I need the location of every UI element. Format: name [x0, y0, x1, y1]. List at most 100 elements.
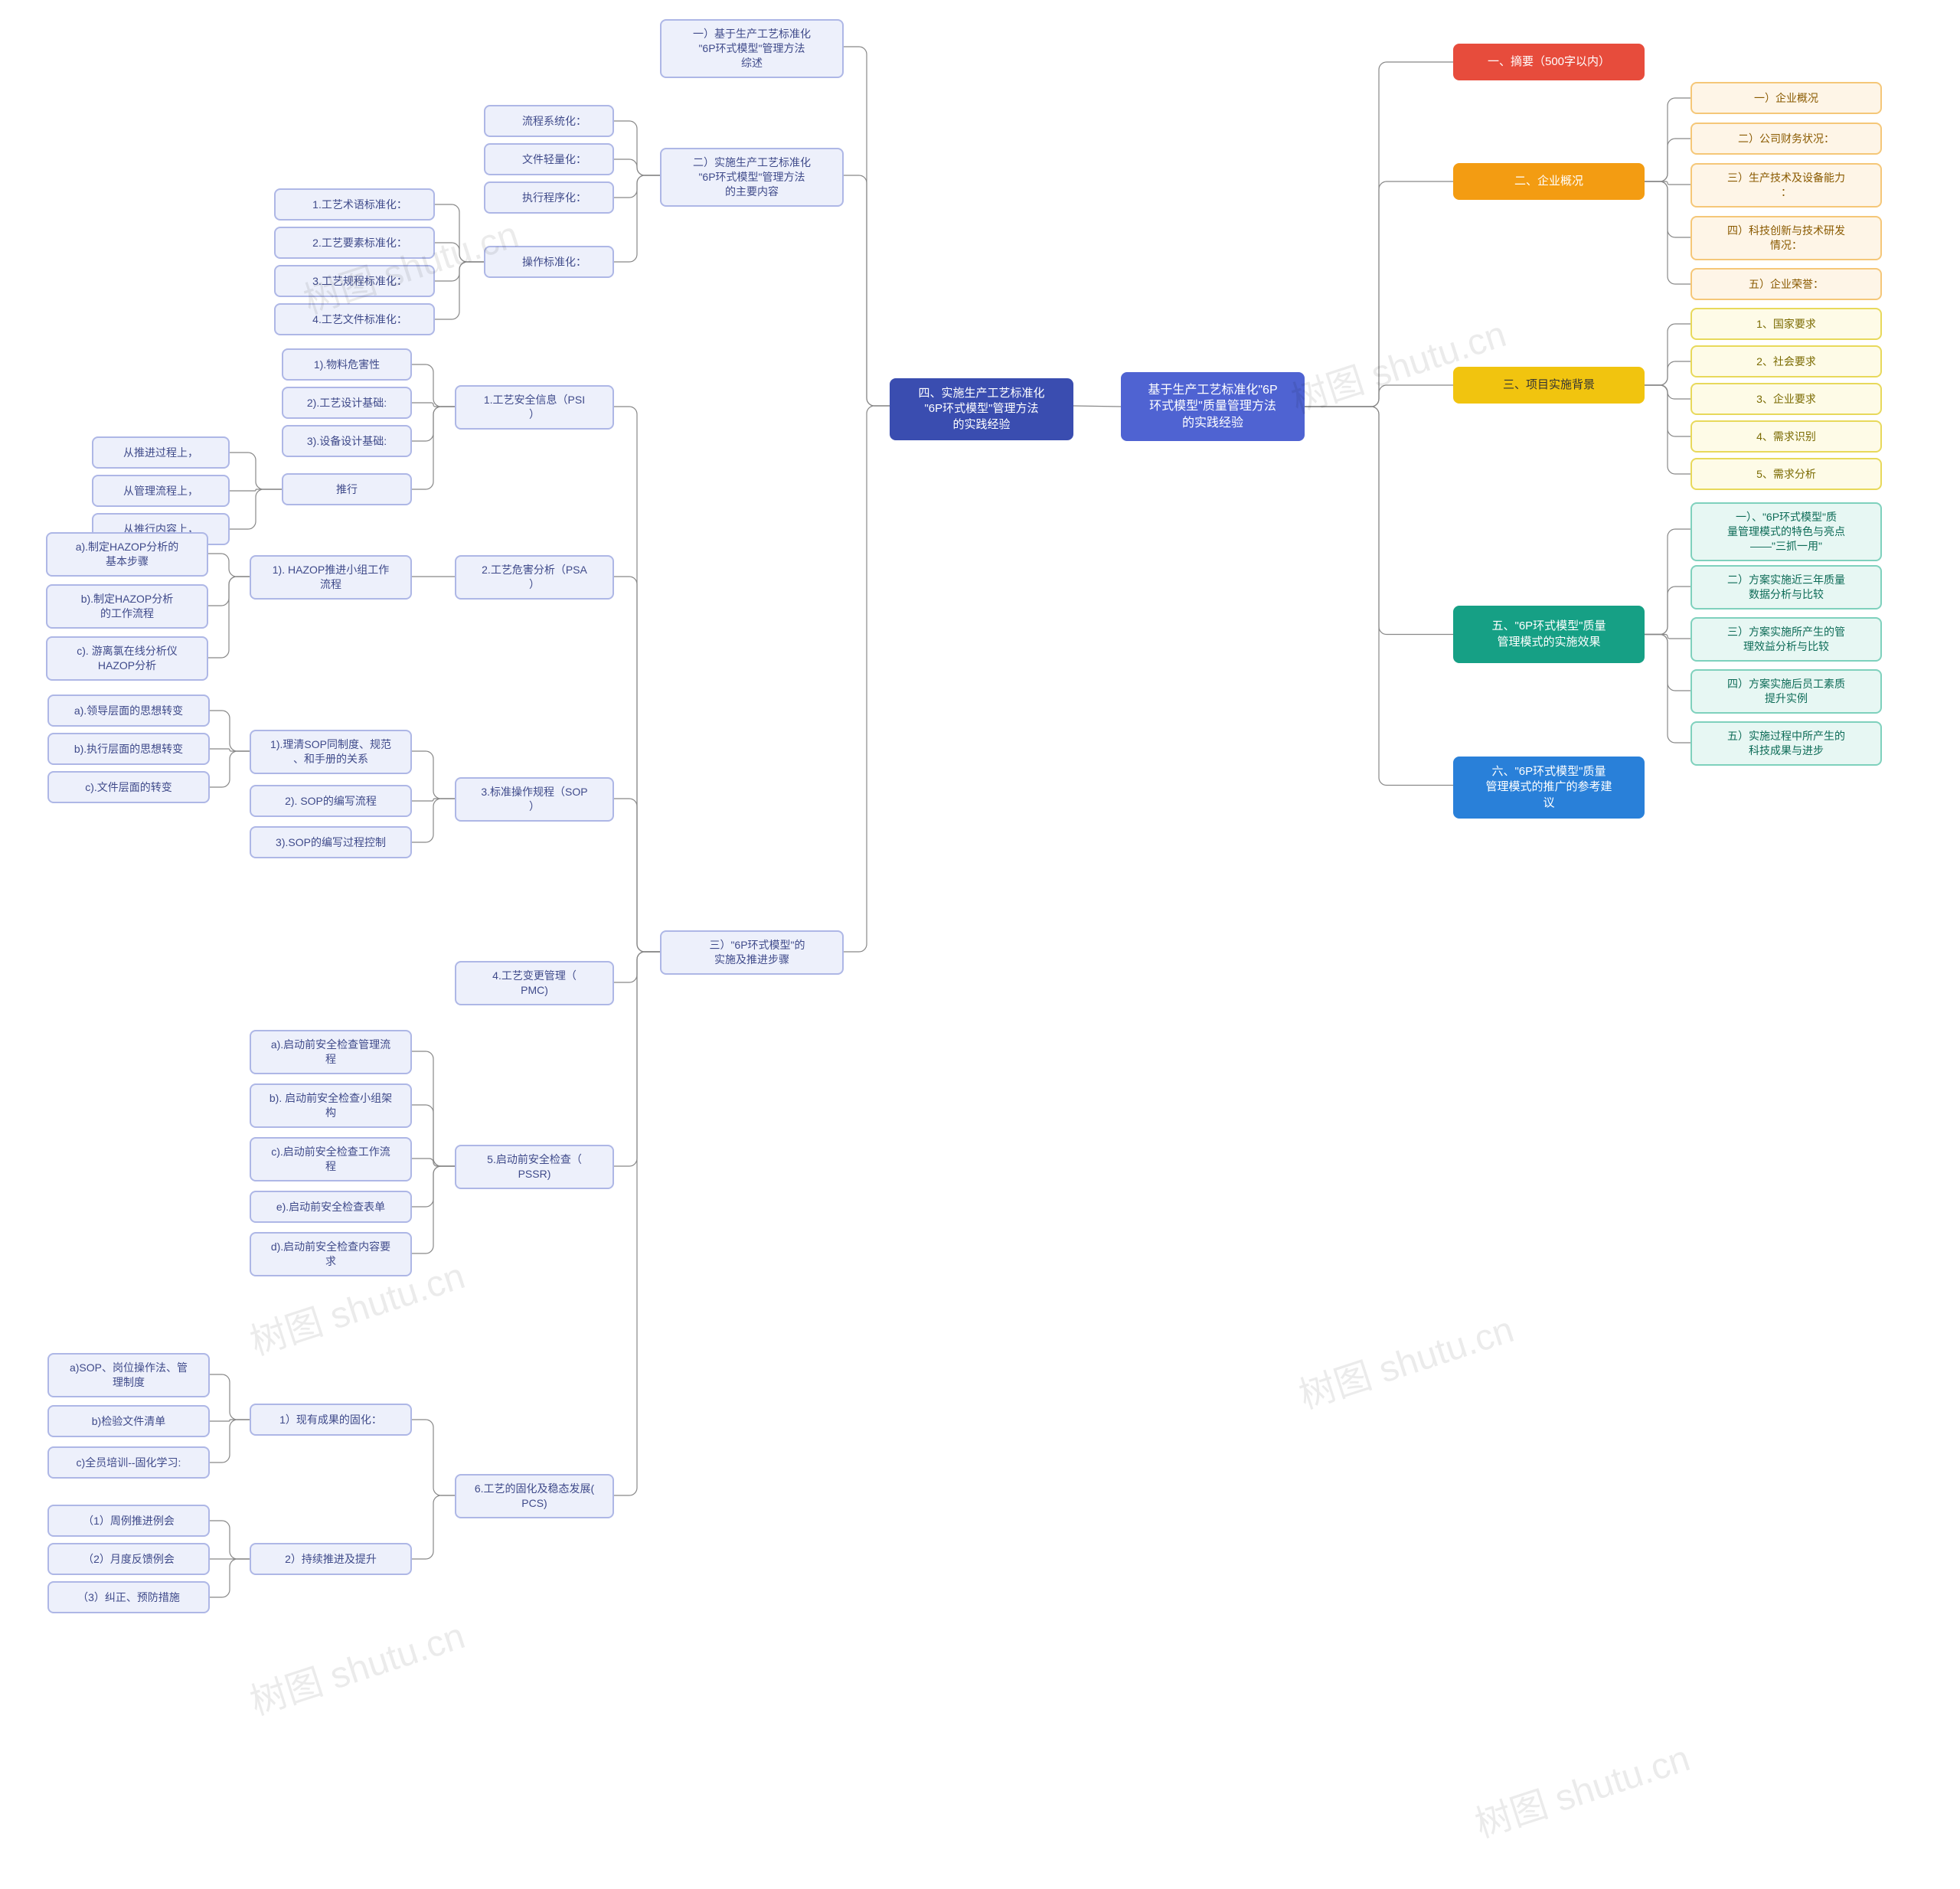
mindmap-node-b4d: 4.工艺文件标准化：	[274, 303, 435, 335]
mindmap-node-c3a: 1).理清SOP同制度、规范 、和手册的关系	[250, 730, 412, 774]
mindmap-node-c6b1: （1）周例推进例会	[47, 1505, 210, 1537]
mindmap-node-b1: 流程系统化：	[484, 105, 614, 137]
mindmap-node-c4: 4.工艺变更管理（ PMC)	[455, 961, 614, 1005]
connector	[210, 1521, 250, 1559]
mindmap-node-r3a: 1、国家要求	[1690, 308, 1882, 340]
connector	[412, 799, 455, 801]
connector	[412, 1495, 455, 1559]
connector	[1645, 181, 1690, 185]
connector	[412, 407, 455, 489]
connector	[412, 1159, 455, 1166]
mindmap-node-c6a: 1）现有成果的固化：	[250, 1404, 412, 1436]
connector	[412, 1420, 455, 1495]
connector	[844, 47, 890, 406]
connector	[1645, 181, 1690, 237]
mindmap-node-b4b: 2.工艺要素标准化：	[274, 227, 435, 259]
mindmap-node-s4b: 二）实施生产工艺标准化 "6P环式模型"管理方法 的主要内容	[660, 148, 844, 207]
mindmap-node-r2b: 二）公司财务状况：	[1690, 123, 1882, 155]
connector	[210, 1559, 250, 1597]
mindmap-node-c1c: 3).设备设计基础:	[282, 425, 412, 457]
connector	[210, 1420, 250, 1421]
mindmap-node-c2a3: c). 游离氯在线分析仪 HAZOP分析	[46, 636, 208, 681]
watermark: 树图 shutu.cn	[242, 1606, 470, 1725]
mindmap-node-root: 基于生产工艺标准化"6P 环式模型"质量管理方法 的实践经验	[1121, 372, 1305, 441]
connector	[230, 453, 282, 489]
mindmap-node-s4c: 三）"6P环式模型"的 实施及推进步骤	[660, 930, 844, 975]
connector	[412, 1051, 455, 1166]
mindmap-node-c6b: 2）持续推进及提升	[250, 1543, 412, 1575]
connector	[614, 952, 660, 1495]
mindmap-node-c3c: 3).SOP的编写过程控制	[250, 826, 412, 858]
connector	[1305, 385, 1453, 407]
watermark: 树图 shutu.cn	[1467, 1728, 1695, 1848]
connector	[1645, 385, 1690, 474]
connector	[210, 751, 250, 787]
mindmap-node-c2a2: b).制定HAZOP分析 的工作流程	[46, 584, 208, 629]
connector	[435, 262, 484, 319]
mindmap-node-c5c: c).启动前安全检查工作流 程	[250, 1137, 412, 1181]
mindmap-node-c1d2: 从管理流程上，	[92, 475, 230, 507]
mindmap-node-s4: 四、实施生产工艺标准化 "6P环式模型"管理方法 的实践经验	[890, 378, 1073, 440]
connector	[1305, 407, 1453, 635]
mindmap-node-r5a: 一）、"6P环式模型"质 量管理模式的特色与亮点 ——"三抓一用"	[1690, 502, 1882, 561]
connector	[614, 175, 660, 198]
connector	[230, 489, 282, 491]
connector	[614, 577, 660, 952]
mindmap-node-c1a: 1).物料危害性	[282, 348, 412, 381]
mindmap-node-c6a1: a)SOP、岗位操作法、管 理制度	[47, 1353, 210, 1397]
connector	[208, 577, 250, 606]
mindmap-node-c3a2: b).执行层面的思想转变	[47, 733, 210, 765]
connector	[1645, 324, 1690, 385]
mindmap-node-s4a: 一）基于生产工艺标准化 "6P环式模型"管理方法 综述	[660, 19, 844, 78]
mindmap-node-b3: 执行程序化：	[484, 181, 614, 214]
mindmap-node-r5c: 三）方案实施所产生的管 理效益分析与比较	[1690, 617, 1882, 662]
mindmap-node-c5e: e).启动前安全检查表单	[250, 1191, 412, 1223]
connector	[1645, 98, 1690, 181]
connector	[614, 952, 660, 982]
mindmap-node-b4c: 3.工艺规程标准化：	[274, 265, 435, 297]
mindmap-node-c5: 5.启动前安全检查（ PSSR)	[455, 1145, 614, 1189]
connector	[614, 175, 660, 262]
connector	[412, 407, 455, 441]
connector	[844, 175, 890, 406]
connector	[1645, 635, 1690, 691]
connector	[614, 952, 660, 1166]
mindmap-node-r3d: 4、需求识别	[1690, 420, 1882, 453]
mindmap-node-r2: 二、企业概况	[1453, 163, 1645, 200]
mindmap-node-c1: 1.工艺安全信息（PSI ）	[455, 385, 614, 430]
mindmap-node-c2a: 1). HAZOP推进小组工作 流程	[250, 555, 412, 600]
connector	[210, 749, 250, 751]
mindmap-node-r5: 五、"6P环式模型"质量 管理模式的实施效果	[1453, 606, 1645, 663]
mindmap-node-r2e: 五）企业荣誉：	[1690, 268, 1882, 300]
mindmap-node-c6b2: （2）月度反馈例会	[47, 1543, 210, 1575]
connector	[210, 1374, 250, 1420]
mindmap-node-c3a1: a).领导层面的思想转变	[47, 694, 210, 727]
mindmap-node-c5b: b). 启动前安全检查小组架 构	[250, 1083, 412, 1128]
mindmap-node-r3c: 3、企业要求	[1690, 383, 1882, 415]
mindmap-node-r5d: 四）方案实施后员工素质 提升实例	[1690, 669, 1882, 714]
mindmap-node-c1d1: 从推进过程上，	[92, 436, 230, 469]
mindmap-node-r1: 一、摘要（500字以内）	[1453, 44, 1645, 80]
connector	[208, 577, 250, 658]
mindmap-node-c5d: d).启动前安全检查内容要 求	[250, 1232, 412, 1276]
mindmap-node-b4: 操作标准化：	[484, 246, 614, 278]
connector	[208, 554, 250, 577]
mindmap-node-r3b: 2、社会要求	[1690, 345, 1882, 377]
connector	[210, 1420, 250, 1463]
connector	[412, 751, 455, 799]
mindmap-node-c2a1: a).制定HAZOP分析的 基本步骤	[46, 532, 208, 577]
connector	[1645, 361, 1690, 385]
mindmap-node-b2: 文件轻量化：	[484, 143, 614, 175]
connector	[1645, 181, 1690, 284]
connector	[435, 204, 484, 262]
connector	[412, 364, 455, 407]
connector	[412, 1166, 455, 1207]
connector	[1305, 62, 1453, 407]
connector	[435, 262, 484, 281]
mindmap-node-c3a3: c).文件层面的转变	[47, 771, 210, 803]
connector	[1645, 385, 1690, 436]
connector	[412, 403, 455, 407]
connector	[1645, 529, 1690, 635]
connector	[1305, 181, 1453, 407]
watermark: 树图 shutu.cn	[1283, 304, 1511, 423]
